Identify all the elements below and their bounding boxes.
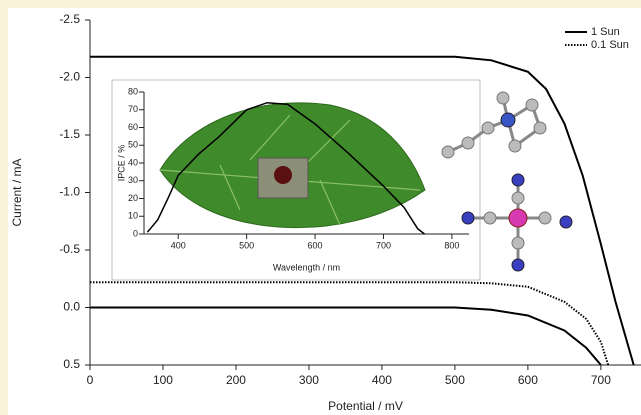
y-tick-label: 50 (128, 140, 138, 150)
x-tick-label: 200 (226, 373, 246, 387)
inset-chart: 0 10 20 30 40 50 60 70 80 400 500 600 700 800 Waveleng… (116, 86, 469, 272)
x-tick-label: 600 (518, 373, 538, 387)
main-chart: -2.5-2.0-1.5-1.0-0.50.00.50 100 200 300 400 5… (10, 12, 641, 413)
x-axis-title: Potential / mV (328, 399, 403, 413)
x-tick-label: 500 (239, 240, 254, 250)
x-tick-label: 0 (87, 373, 94, 387)
data-line (146, 101, 425, 235)
legend-label: 1 Sun (591, 26, 620, 38)
x-tick-label: 700 (591, 373, 611, 387)
y-tick-label: 60 (128, 122, 138, 132)
y-tick-label: -1.0 (59, 185, 80, 199)
y-tick-label: -2.5 (59, 12, 80, 26)
y-axis-title: Current / mA (10, 158, 24, 226)
data-line (90, 55, 635, 366)
y-tick-label: 40 (128, 157, 138, 167)
x-tick-label: 300 (299, 373, 319, 387)
y-tick-label: -2.0 (59, 70, 80, 84)
legend-label: 0.1 Sun (591, 39, 629, 51)
y-tick-label: 30 (128, 175, 138, 185)
x-tick-label: 800 (444, 240, 459, 250)
y-tick-label: -1.5 (59, 127, 80, 141)
x-tick-label: 400 (171, 240, 186, 250)
data-line (90, 306, 602, 366)
molecule-cation (441, 91, 547, 159)
y-tick-label: 0.0 (63, 300, 80, 314)
x-tick-label: 600 (308, 240, 323, 250)
x-tick-label: 700 (376, 240, 391, 250)
y-tick-label: 0 (133, 228, 138, 238)
x-tick-label: 400 (372, 373, 392, 387)
y-tick-label: 20 (128, 193, 138, 203)
y-tick-label: 70 (128, 104, 138, 114)
y-tick-label: 0.5 (63, 357, 80, 371)
x-tick-label: 100 (153, 373, 173, 387)
y-tick-label: -0.5 (59, 242, 80, 256)
x-tick-label: 500 (445, 373, 465, 387)
y-tick-label: 80 (128, 86, 138, 96)
y-tick-label: 10 (128, 211, 138, 221)
x-axis-title: Wavelength / nm (273, 262, 340, 272)
y-axis-title: IPCE / % (116, 145, 126, 182)
molecule-anion (461, 173, 573, 272)
